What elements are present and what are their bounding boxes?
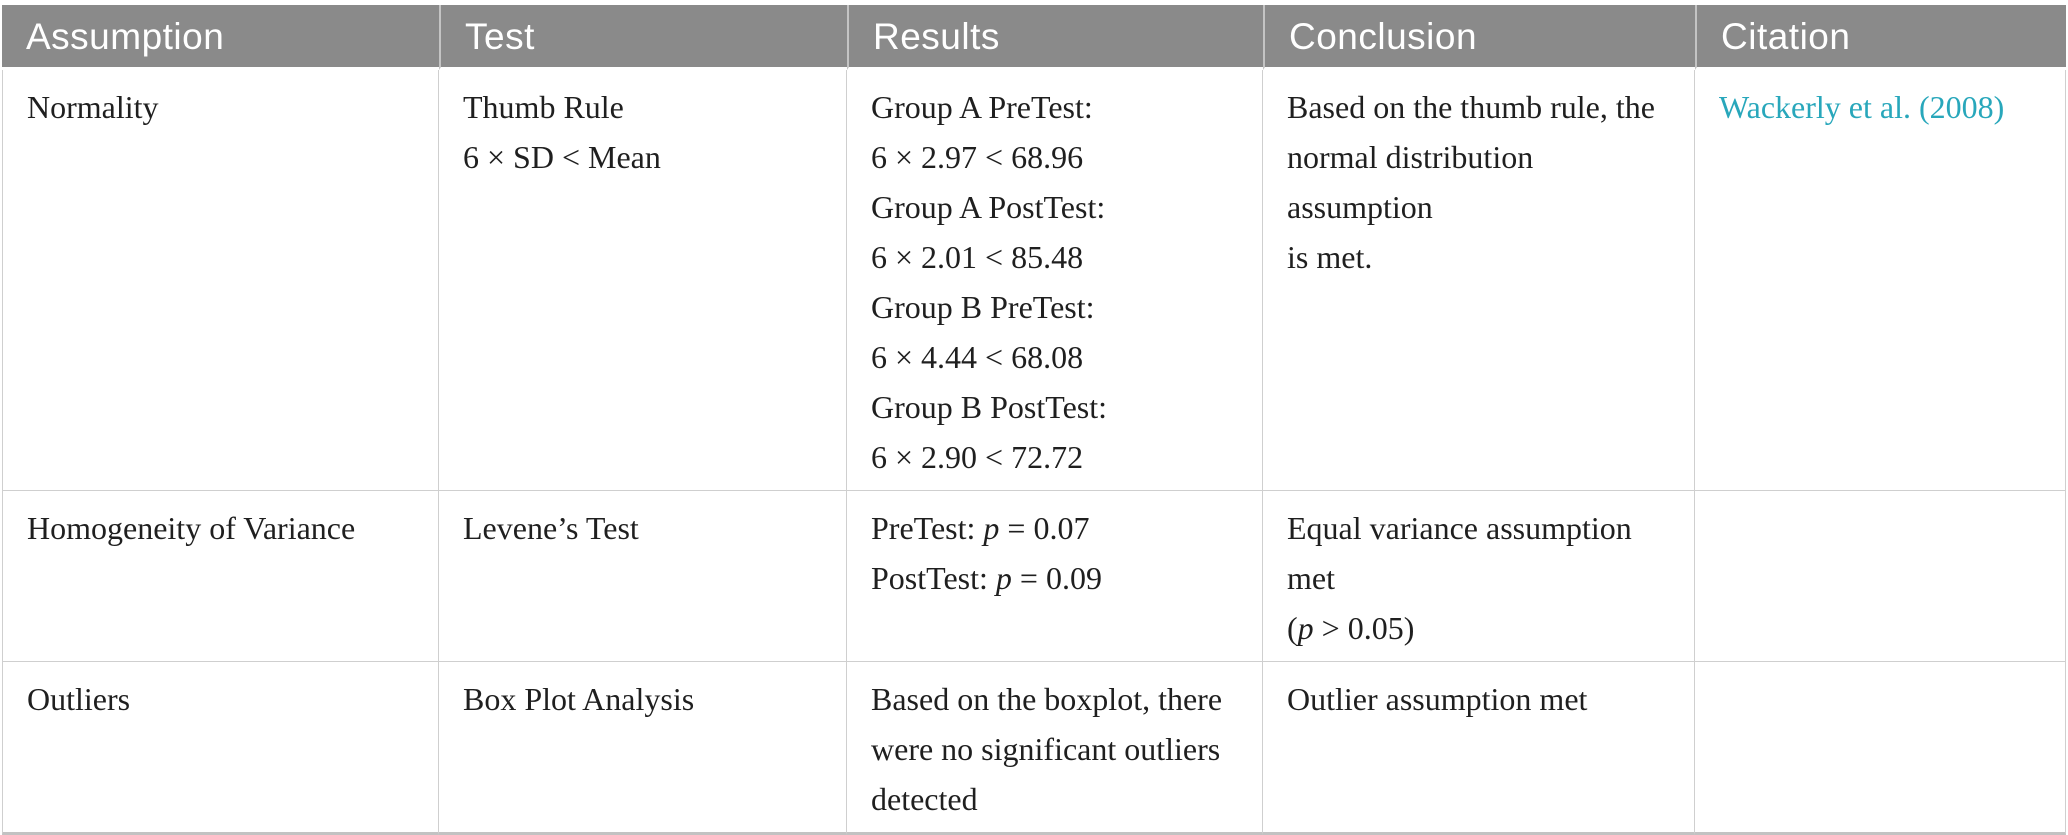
cell-normality-test: Thumb Rule 6 × SD < Mean	[439, 70, 847, 491]
conclusion-line: Based on the thumb rule, the	[1287, 89, 1655, 125]
results-line: PostTest: p = 0.09	[871, 560, 1102, 596]
table-row-normality: Normality Thumb Rule 6 × SD < Mean Group…	[2, 70, 2066, 491]
assumption-label: Homogeneity of Variance	[27, 510, 356, 546]
cell-normality-conclusion: Based on the thumb rule, the normal dist…	[1263, 70, 1695, 491]
results-line: Group A PreTest:	[871, 89, 1093, 125]
conclusion-line: is met.	[1287, 239, 1373, 275]
test-line: Thumb Rule	[463, 89, 624, 125]
results-line: were no significant outliers	[871, 731, 1221, 767]
results-line: Based on the boxplot, there	[871, 681, 1223, 717]
conclusion-line: normal distribution assumption	[1287, 139, 1534, 225]
cell-variance-conclusion: Equal variance assumption met (p > 0.05)	[1263, 491, 1695, 662]
results-line: PreTest: p = 0.07	[871, 510, 1090, 546]
cell-variance-results: PreTest: p = 0.07 PostTest: p = 0.09	[847, 491, 1263, 662]
cell-normality-assumption: Normality	[2, 70, 439, 491]
col-header-assumption: Assumption	[2, 5, 439, 70]
col-header-test: Test	[439, 5, 847, 70]
conclusion-line: (p > 0.05)	[1287, 610, 1415, 646]
cell-outliers-conclusion: Outlier assumption met	[1263, 662, 1695, 835]
table-row-homogeneity-of-variance: Homogeneity of Variance Levene’s Test Pr…	[2, 491, 2066, 662]
assumption-label: Normality	[27, 89, 159, 125]
table-row-outliers: Outliers Box Plot Analysis Based on the …	[2, 662, 2066, 835]
results-line: Group A PostTest:	[871, 189, 1106, 225]
header-row: Assumption Test Results Conclusion Citat…	[2, 5, 2066, 70]
table-header: Assumption Test Results Conclusion Citat…	[2, 5, 2066, 70]
col-header-conclusion: Conclusion	[1263, 5, 1695, 70]
assumption-label: Outliers	[27, 681, 131, 717]
cell-outliers-citation	[1695, 662, 2066, 835]
table-body: Normality Thumb Rule 6 × SD < Mean Group…	[2, 70, 2066, 835]
conclusion-line: Outlier assumption met	[1287, 681, 1588, 717]
test-line: Box Plot Analysis	[463, 681, 695, 717]
cell-normality-results: Group A PreTest: 6 × 2.97 < 68.96 Group …	[847, 70, 1263, 491]
test-line: 6 × SD < Mean	[463, 139, 661, 175]
cell-outliers-assumption: Outliers	[2, 662, 439, 835]
cell-variance-citation	[1695, 491, 2066, 662]
results-line: detected	[871, 781, 978, 817]
results-line: Group B PostTest:	[871, 389, 1107, 425]
results-line: 6 × 2.90 < 72.72	[871, 439, 1084, 475]
cell-variance-test: Levene’s Test	[439, 491, 847, 662]
results-line: 6 × 2.97 < 68.96	[871, 139, 1084, 175]
test-line: Levene’s Test	[463, 510, 639, 546]
conclusion-line: Equal variance assumption met	[1287, 510, 1632, 596]
cell-outliers-test: Box Plot Analysis	[439, 662, 847, 835]
cell-normality-citation: Wackerly et al. (2008)	[1695, 70, 2066, 491]
assumptions-table: Assumption Test Results Conclusion Citat…	[2, 5, 2066, 835]
cell-outliers-results: Based on the boxplot, there were no sign…	[847, 662, 1263, 835]
col-header-citation: Citation	[1695, 5, 2066, 70]
col-header-results: Results	[847, 5, 1263, 70]
cell-variance-assumption: Homogeneity of Variance	[2, 491, 439, 662]
results-line: 6 × 2.01 < 85.48	[871, 239, 1084, 275]
results-line: 6 × 4.44 < 68.08	[871, 339, 1084, 375]
results-line: Group B PreTest:	[871, 289, 1095, 325]
citation-link[interactable]: Wackerly et al. (2008)	[1719, 89, 2005, 125]
